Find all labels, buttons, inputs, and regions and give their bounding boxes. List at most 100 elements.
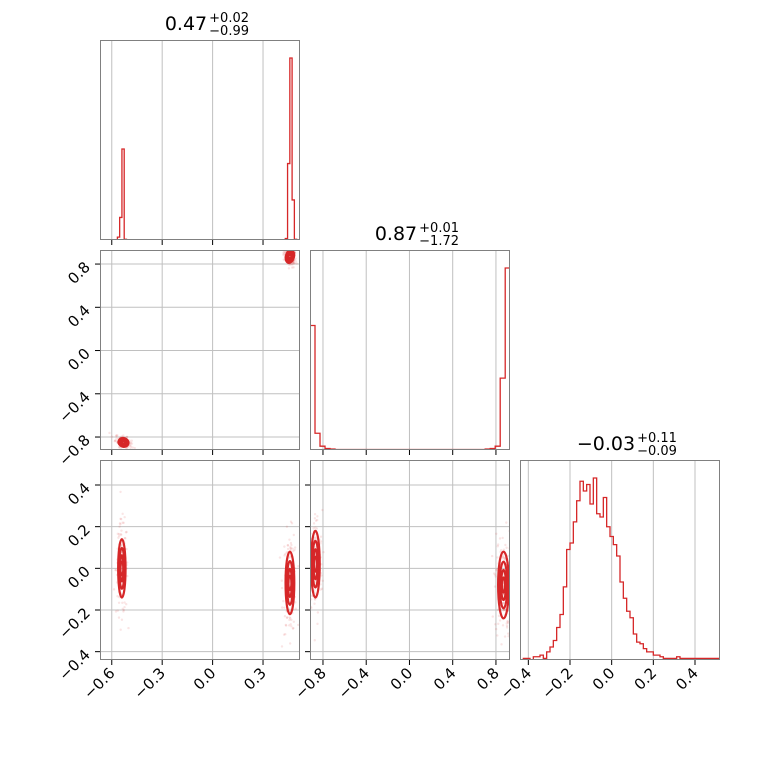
x-tick-label: 0.0 bbox=[190, 664, 220, 694]
x-axis-labels-3: −0.4 −0.2 0.0 0.2 0.4 bbox=[497, 664, 702, 702]
scatter-point bbox=[120, 618, 124, 621]
scatter-point bbox=[313, 598, 317, 601]
density-contour bbox=[117, 538, 127, 599]
scatter-point bbox=[121, 544, 124, 547]
scatter-point bbox=[126, 574, 129, 578]
title-minus: −0.09 bbox=[637, 444, 677, 459]
scatter-point bbox=[116, 532, 119, 536]
density-contour bbox=[119, 560, 125, 576]
histogram-panel-1 bbox=[100, 40, 300, 245]
scatter-point bbox=[290, 618, 293, 622]
scatter-point bbox=[294, 607, 297, 610]
scatter-point bbox=[292, 266, 295, 269]
scatter-point bbox=[287, 250, 290, 251]
scatter-point bbox=[506, 619, 509, 623]
scatter-point bbox=[502, 609, 505, 612]
scatter-point bbox=[501, 557, 505, 560]
scatter-point bbox=[285, 551, 288, 554]
scatter-point bbox=[313, 513, 317, 516]
scatter-point bbox=[504, 543, 507, 547]
scatter-point bbox=[492, 572, 496, 575]
scatter-point bbox=[511, 601, 513, 603]
scatter-point bbox=[297, 564, 300, 568]
x-tick-label: 0.3 bbox=[240, 664, 270, 694]
scatter-point bbox=[319, 588, 322, 591]
scatter-point bbox=[284, 552, 287, 556]
density-contour bbox=[500, 576, 507, 594]
scatter-point bbox=[491, 615, 494, 618]
scatter-point bbox=[496, 545, 499, 548]
scatter-point bbox=[502, 556, 505, 559]
scatter-point bbox=[314, 536, 317, 539]
scatter-point bbox=[499, 549, 503, 552]
scatter-point bbox=[282, 251, 285, 254]
scatter-panel-1 bbox=[95, 247, 300, 455]
param-title: 0.47 bbox=[165, 13, 207, 35]
scatter-point bbox=[505, 626, 509, 629]
scatter-point bbox=[501, 536, 504, 540]
scatter-point bbox=[314, 545, 317, 549]
scatter-point bbox=[307, 579, 309, 581]
scatter-point bbox=[292, 262, 296, 265]
scatter-point bbox=[292, 533, 296, 537]
scatter-point bbox=[288, 608, 291, 611]
scatter-point bbox=[512, 557, 514, 559]
x-tick-label: −0.4 bbox=[335, 664, 373, 702]
scatter-point bbox=[117, 534, 121, 538]
scatter-point bbox=[496, 556, 499, 559]
scatter-point bbox=[116, 595, 119, 598]
scatter-point bbox=[320, 574, 323, 577]
scatter-point bbox=[494, 627, 498, 631]
scatter-point bbox=[124, 537, 127, 540]
density-contour bbox=[312, 555, 319, 573]
scatter-point bbox=[118, 446, 121, 449]
scatter-point bbox=[287, 624, 291, 627]
scatter-point bbox=[129, 441, 132, 445]
scatter-point bbox=[291, 266, 294, 269]
scatter-point bbox=[496, 634, 499, 637]
scatter-point bbox=[288, 247, 290, 249]
scatter-point bbox=[129, 444, 132, 447]
title-value: 0.47 bbox=[165, 13, 207, 35]
scatter-point bbox=[505, 546, 508, 549]
scatter-point bbox=[289, 623, 292, 626]
y-tick-label: −0.4 bbox=[55, 646, 93, 684]
histogram-line bbox=[520, 477, 720, 660]
scatter-point bbox=[121, 521, 124, 524]
scatter-point bbox=[290, 543, 293, 547]
scatter-point bbox=[288, 597, 292, 601]
scatter-point bbox=[129, 443, 132, 446]
scatter-point bbox=[290, 522, 294, 525]
density-contour bbox=[310, 529, 321, 599]
scatter-point bbox=[284, 247, 286, 249]
scatter-point bbox=[307, 572, 309, 574]
scatter-point bbox=[289, 617, 292, 620]
scatter-point bbox=[289, 545, 292, 549]
scatter-point bbox=[290, 625, 293, 628]
scatter-point bbox=[117, 532, 121, 536]
panel-frame bbox=[100, 250, 300, 450]
scatter-point bbox=[313, 639, 316, 642]
scatter-point bbox=[288, 616, 291, 619]
scatter-point bbox=[297, 623, 300, 627]
scatter-point bbox=[119, 523, 122, 526]
scatter-point bbox=[113, 440, 116, 443]
scatter-point bbox=[288, 538, 291, 541]
scatter-point bbox=[123, 536, 126, 540]
scatter-point bbox=[291, 627, 295, 630]
title-minus: −1.72 bbox=[419, 234, 459, 249]
scatter-point bbox=[289, 547, 292, 550]
title-minus: −0.99 bbox=[209, 24, 249, 39]
histogram-line bbox=[114, 57, 298, 240]
scatter-point bbox=[284, 624, 288, 627]
scatter-point bbox=[502, 548, 506, 551]
scatter-point bbox=[116, 434, 119, 437]
scatter-point bbox=[292, 626, 295, 630]
scatter-point bbox=[291, 263, 294, 266]
param-title: −0.03 bbox=[577, 433, 635, 455]
scatter-point bbox=[321, 579, 324, 582]
panel-frame bbox=[100, 40, 300, 240]
scatter-point bbox=[495, 569, 498, 572]
scatter-point bbox=[286, 547, 290, 551]
scatter-point bbox=[286, 616, 289, 619]
